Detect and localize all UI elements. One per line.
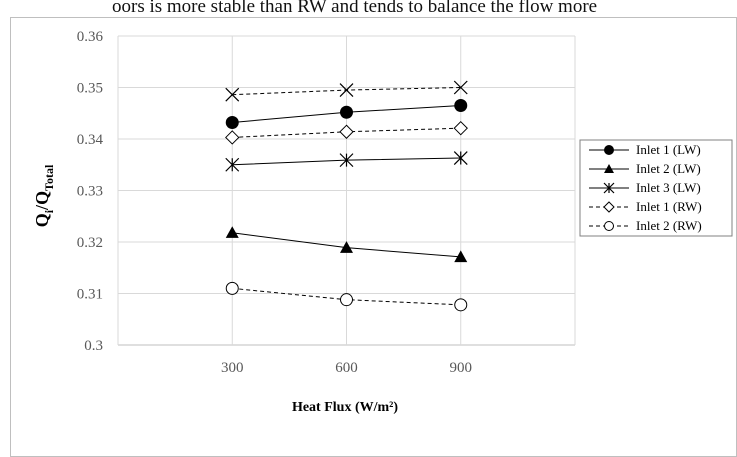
legend-label: Inlet 2 (LW) xyxy=(636,161,701,176)
series-5 xyxy=(225,281,468,312)
legend-label: Inlet 1 (LW) xyxy=(636,142,701,157)
x-axis-title: Heat Flux (W/m²) xyxy=(292,400,398,415)
series-3 xyxy=(225,151,468,172)
y-tick-label: 0.31 xyxy=(77,287,103,303)
data-point-marker xyxy=(339,83,354,97)
data-point-marker xyxy=(339,124,354,139)
legend-label: Inlet 3 (LW) xyxy=(636,180,701,195)
line-chart: 0.3 0.31 0.32 0.33 0.34 0.35 0.36 300 600 900 He… xyxy=(32,29,733,415)
data-point-marker xyxy=(225,130,240,145)
data-point-marker xyxy=(604,221,614,231)
y-axis-title: Qi/QTotal xyxy=(32,164,56,227)
data-point-marker xyxy=(225,87,240,102)
legend: Inlet 1 (LW) Inlet 2 (LW) Inlet 3 (LW) Inle… xyxy=(589,142,702,233)
y-tick-label: 0.34 xyxy=(77,132,104,148)
data-point-marker xyxy=(225,157,240,172)
data-point-marker xyxy=(604,145,614,155)
legend-item: Inlet 1 (RW) xyxy=(589,199,702,214)
series-1 xyxy=(225,99,468,130)
data-point-marker xyxy=(339,153,354,168)
data-point-marker xyxy=(454,250,468,263)
x-tick-labels: 300 600 900 xyxy=(221,360,472,376)
data-point-marker xyxy=(340,105,353,119)
legend-item: Inlet 1 (LW) xyxy=(589,142,701,157)
series-6 xyxy=(225,80,468,102)
y-tick-label: 0.3 xyxy=(84,338,103,354)
x-tick-label: 900 xyxy=(450,360,473,376)
data-point-marker xyxy=(453,120,468,136)
y-tick-label: 0.36 xyxy=(77,29,104,45)
series-4 xyxy=(225,120,468,145)
x-tick-label: 600 xyxy=(335,360,358,376)
series-2 xyxy=(225,226,468,263)
series-group xyxy=(225,80,468,312)
data-point-marker xyxy=(225,281,239,295)
data-point-marker xyxy=(454,99,468,113)
legend-label: Inlet 1 (RW) xyxy=(636,199,702,214)
data-point-marker xyxy=(603,182,615,194)
data-point-marker xyxy=(340,241,353,253)
x-tick-label: 300 xyxy=(221,360,244,376)
y-tick-label: 0.33 xyxy=(77,184,103,200)
legend-item: Inlet 2 (RW) xyxy=(589,218,702,233)
legend-item: Inlet 3 (LW) xyxy=(589,180,701,195)
data-point-marker xyxy=(603,201,615,213)
data-point-marker xyxy=(454,298,468,312)
data-point-marker xyxy=(453,151,468,165)
data-point-marker xyxy=(453,80,468,95)
data-point-marker xyxy=(604,164,614,173)
y-tick-labels: 0.3 0.31 0.32 0.33 0.34 0.35 0.36 xyxy=(77,29,104,354)
data-point-marker xyxy=(225,116,239,130)
legend-label: Inlet 2 (RW) xyxy=(636,218,702,233)
y-tick-label: 0.32 xyxy=(77,235,103,251)
y-tick-label: 0.35 xyxy=(77,81,103,97)
caption-text-fragment: oors is more stable than RW and tends to… xyxy=(112,0,598,17)
legend-item: Inlet 2 (LW) xyxy=(589,161,701,176)
data-point-marker xyxy=(340,293,353,307)
data-point-marker xyxy=(225,226,239,238)
